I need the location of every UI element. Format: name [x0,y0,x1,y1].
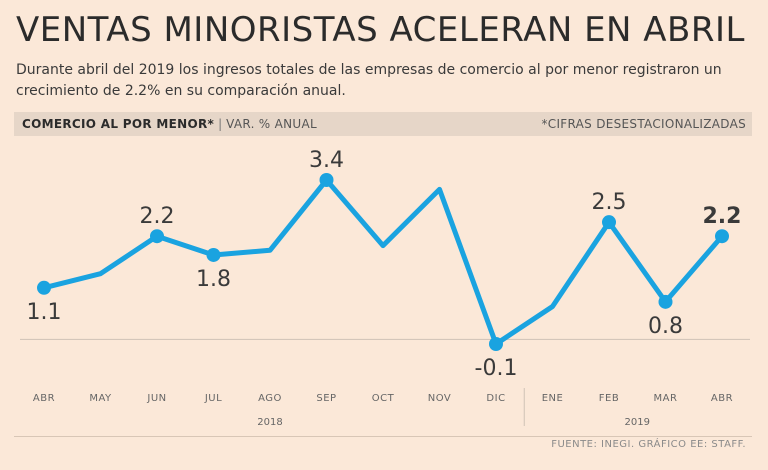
x-tick-label-1: MAY [89,393,112,404]
x-tick-label-0: ABR [33,393,55,404]
x-tick-label-10: FEB [599,393,619,404]
x-tick-label-12: ABR [711,393,733,404]
x-tick-label-7: NOV [428,393,452,404]
data-label-12: 2.2 [703,204,742,229]
data-point-abr-12 [715,229,729,244]
data-point-dic-8 [489,337,503,351]
year-label-2019: 2019 [625,417,650,428]
data-point-jul-3 [206,247,221,262]
seasonal-adjustment-note: *CIFRAS DESESTACIONALIZADAS [541,117,746,131]
data-point-feb-10 [602,215,616,230]
data-label-2: 2.2 [140,204,175,229]
series-unit: VAR. % ANUAL [226,117,317,131]
data-point-mar-11 [658,294,673,309]
series-separator: | [218,117,223,131]
x-tick-label-4: AGO [258,393,282,404]
data-point-jun-2 [150,229,164,244]
x-tick-label-2: JUN [146,393,166,404]
data-label-3: 1.8 [196,267,231,292]
x-tick-label-3: JUL [204,393,222,404]
x-tick-label-9: ENE [542,393,564,404]
x-tick-label-6: OCT [372,393,395,404]
chart-subtitle: Durante abril del 2019 los ingresos tota… [16,62,722,99]
year-label-2018: 2018 [257,417,282,428]
source-note: FUENTE: INEGI. GRÁFICO EE: STAFF. [551,439,746,450]
x-tick-label-11: MAR [654,393,678,404]
data-label-11: 0.8 [648,314,683,339]
x-tick-label-5: SEP [316,393,336,404]
chart-title: VENTAS MINORISTAS ACELERAN EN ABRIL [16,10,745,50]
data-label-8: -0.1 [475,356,518,381]
data-point-sep-5 [319,173,334,187]
data-point-abr-0 [37,280,51,295]
data-label-10: 2.5 [592,190,627,215]
series-header-bar: COMERCIO AL POR MENOR* | VAR. % ANUAL *CIF… [14,112,752,136]
series-header-left: COMERCIO AL POR MENOR* | VAR. % ANUAL [22,117,317,131]
series-label: COMERCIO AL POR MENOR* [22,117,215,131]
data-label-5: 3.4 [309,148,344,173]
x-tick-label-8: DIC [486,393,505,404]
data-label-0: 1.1 [27,300,62,325]
footer: FUENTE: INEGI. GRÁFICO EE: STAFF. [14,436,752,455]
